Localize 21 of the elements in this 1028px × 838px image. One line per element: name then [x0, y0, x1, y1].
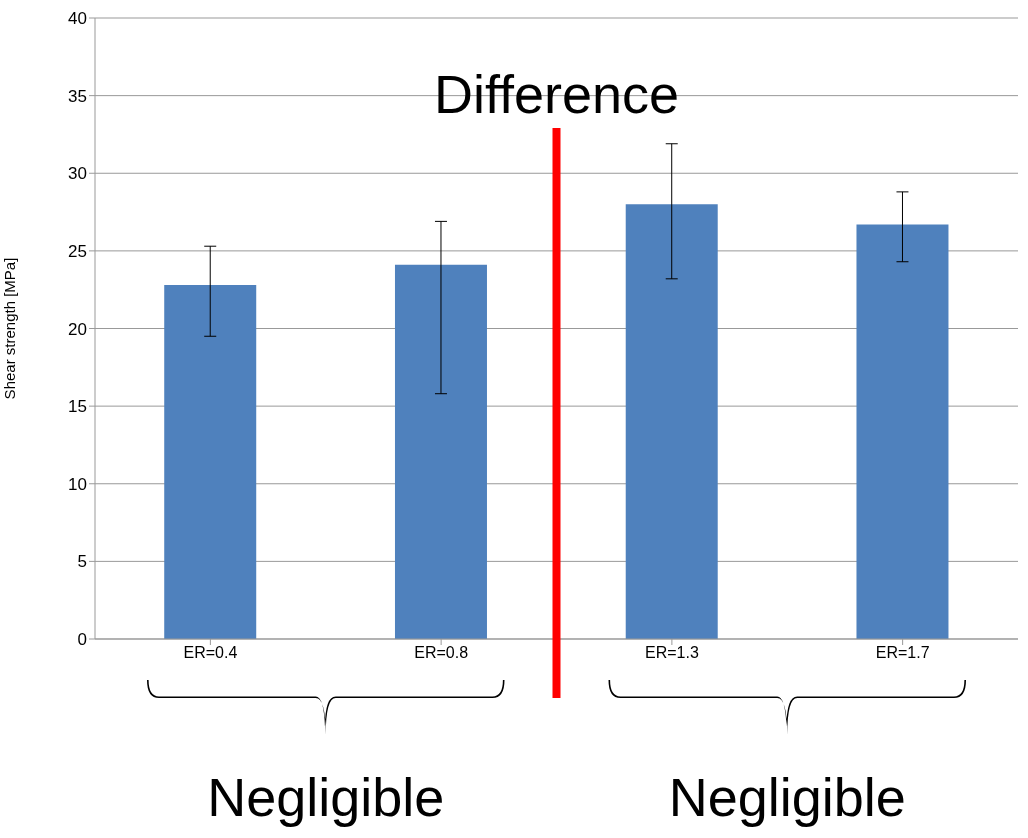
- text: Negligible: [206, 766, 446, 829]
- x-tick-label: ER=1.3: [644, 644, 699, 662]
- text: Negligible: [667, 766, 907, 829]
- y-tick-label: 25: [68, 241, 87, 261]
- annotation: Difference: [432, 63, 681, 126]
- y-tick-label: 30: [68, 164, 87, 184]
- bar: [394, 264, 487, 639]
- y-axis-title: Shear strength [MPa]: [1, 257, 19, 400]
- x-tick-label: ER=1.7: [875, 644, 930, 662]
- y-tick-label: 10: [68, 474, 87, 494]
- y-tick-label: 5: [77, 552, 87, 572]
- bar: [856, 224, 949, 639]
- y-tick-label: 15: [68, 397, 87, 417]
- y-tick-label: 20: [68, 319, 87, 339]
- y-tick-label: 35: [68, 86, 87, 106]
- x-tick-label: ER=0.4: [183, 644, 238, 662]
- y-tick-label: 0: [77, 630, 87, 650]
- x-tick-label: ER=0.8: [414, 644, 469, 662]
- bar: [625, 204, 718, 639]
- bar: [164, 285, 257, 639]
- y-tick-label: 40: [68, 9, 87, 29]
